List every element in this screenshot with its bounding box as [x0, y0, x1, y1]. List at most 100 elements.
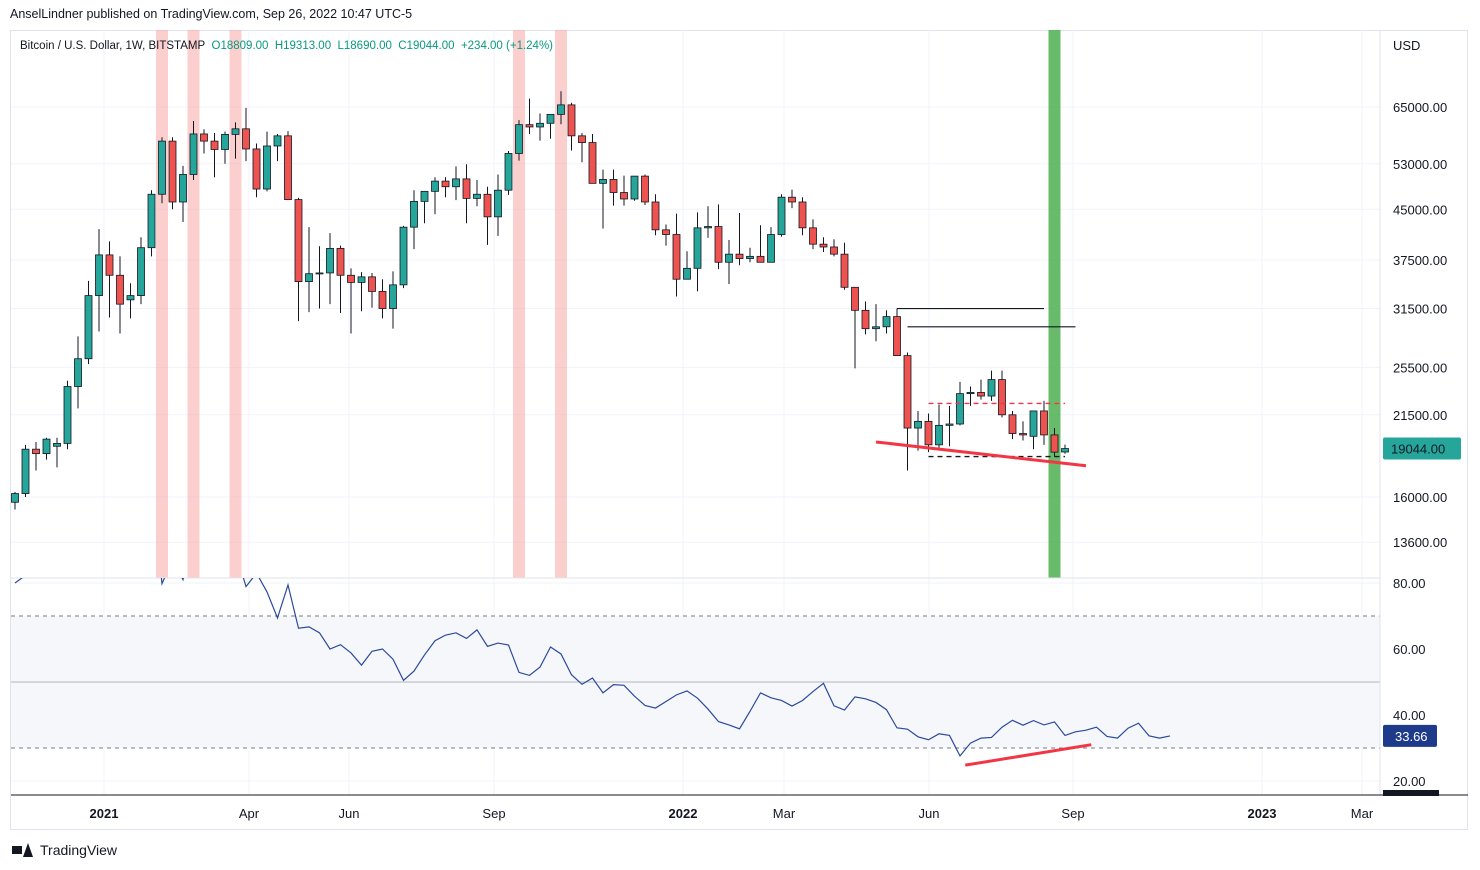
candle-body[interactable]	[431, 180, 439, 192]
candle-body[interactable]	[221, 134, 229, 150]
candle-body[interactable]	[63, 386, 72, 444]
candle-body[interactable]	[567, 104, 576, 137]
candle-body[interactable]	[263, 145, 271, 190]
candle-body[interactable]	[126, 295, 135, 301]
candle-body[interactable]	[1061, 448, 1069, 453]
candle-body[interactable]	[987, 379, 996, 397]
candle-body[interactable]	[473, 193, 481, 199]
candle-body[interactable]	[504, 153, 513, 191]
candle-body[interactable]	[861, 309, 870, 330]
candle-body[interactable]	[53, 442, 61, 447]
candle-body[interactable]	[809, 227, 817, 245]
candle-body[interactable]	[84, 295, 93, 360]
candle-body[interactable]	[284, 135, 292, 200]
candle-body[interactable]	[672, 234, 681, 280]
candle-body[interactable]	[851, 286, 859, 311]
candle-body[interactable]	[420, 190, 429, 202]
candle-body[interactable]	[357, 276, 366, 283]
candle-body[interactable]	[116, 274, 124, 305]
candle-body[interactable]	[32, 448, 40, 455]
candle-body[interactable]	[840, 253, 849, 288]
candle-body[interactable]	[158, 140, 166, 195]
symbol-label[interactable]: Bitcoin / U.S. Dollar, 1W, BITSTAMP	[20, 40, 206, 52]
candle-body[interactable]	[168, 140, 177, 203]
candle-body[interactable]	[462, 178, 471, 199]
tradingview-footer[interactable]: TradingView	[12, 842, 117, 858]
candle-body[interactable]	[378, 291, 387, 309]
candle-body[interactable]	[714, 226, 723, 263]
candle-body[interactable]	[252, 148, 261, 190]
candle-body[interactable]	[725, 253, 733, 263]
candle-body[interactable]	[977, 392, 985, 397]
candle-body[interactable]	[914, 420, 922, 429]
candle-body[interactable]	[882, 316, 891, 328]
candle-body[interactable]	[231, 128, 240, 135]
candle-body[interactable]	[42, 438, 51, 455]
candle-body[interactable]	[1029, 410, 1038, 437]
candle-body[interactable]	[893, 316, 901, 356]
candle-body[interactable]	[966, 392, 975, 395]
candle-body[interactable]	[494, 189, 502, 218]
candle-body[interactable]	[242, 128, 250, 150]
rsi-divergence-trendline[interactable]	[965, 743, 1092, 767]
candle-body[interactable]	[336, 248, 345, 276]
candle-body[interactable]	[273, 135, 282, 147]
candle-body[interactable]	[630, 175, 639, 200]
candle-body[interactable]	[746, 255, 754, 259]
candle-body[interactable]	[998, 379, 1006, 416]
candle-body[interactable]	[704, 226, 712, 229]
candle-body[interactable]	[515, 124, 523, 154]
candle-body[interactable]	[305, 273, 313, 283]
candle-body[interactable]	[578, 135, 586, 143]
candle-body[interactable]	[956, 393, 964, 425]
candle-body[interactable]	[1040, 410, 1048, 436]
candle-body[interactable]	[620, 192, 628, 200]
candle-body[interactable]	[735, 253, 744, 259]
candle-body[interactable]	[294, 199, 303, 283]
candle-body[interactable]	[819, 243, 828, 248]
candle-body[interactable]	[693, 227, 702, 269]
candle-body[interactable]	[651, 201, 660, 231]
candle-body[interactable]	[798, 201, 807, 229]
candle-body[interactable]	[441, 180, 450, 188]
candle-body[interactable]	[756, 255, 765, 263]
candle-body[interactable]	[95, 254, 103, 296]
candle-body[interactable]	[1019, 433, 1027, 436]
candle-body[interactable]	[935, 424, 943, 446]
candle-body[interactable]	[74, 358, 82, 387]
candle-body[interactable]	[315, 272, 324, 275]
candle-body[interactable]	[11, 493, 19, 503]
candle-body[interactable]	[903, 355, 912, 429]
candle-body[interactable]	[347, 274, 355, 283]
rsi-series-line[interactable]	[14, 484, 1171, 758]
candle-body[interactable]	[683, 267, 691, 280]
candle-body[interactable]	[326, 248, 334, 274]
candle-body[interactable]	[21, 448, 30, 494]
candle-body[interactable]	[662, 229, 670, 235]
candle-body[interactable]	[599, 179, 607, 184]
candle-body[interactable]	[945, 423, 954, 426]
candle-body[interactable]	[137, 247, 145, 296]
candle-body[interactable]	[389, 284, 397, 309]
candle-body[interactable]	[641, 175, 649, 203]
candle-body[interactable]	[1008, 414, 1017, 434]
candle-body[interactable]	[368, 276, 376, 292]
candle-body[interactable]	[452, 178, 460, 188]
candle-body[interactable]	[210, 140, 219, 150]
candle-body[interactable]	[788, 196, 796, 203]
candle-body[interactable]	[830, 246, 838, 255]
candle-body[interactable]	[525, 124, 534, 128]
candle-body[interactable]	[399, 226, 408, 286]
candle-body[interactable]	[1050, 434, 1059, 453]
candle-body[interactable]	[557, 104, 565, 115]
candle-body[interactable]	[483, 193, 492, 218]
candle-body[interactable]	[200, 133, 208, 142]
candle-body[interactable]	[924, 420, 933, 446]
support-trendline[interactable]	[875, 440, 1087, 468]
candle-body[interactable]	[410, 200, 418, 228]
candle-body[interactable]	[767, 234, 775, 263]
candle-body[interactable]	[536, 122, 544, 128]
candle-body[interactable]	[872, 326, 880, 330]
candle-body[interactable]	[105, 254, 114, 276]
